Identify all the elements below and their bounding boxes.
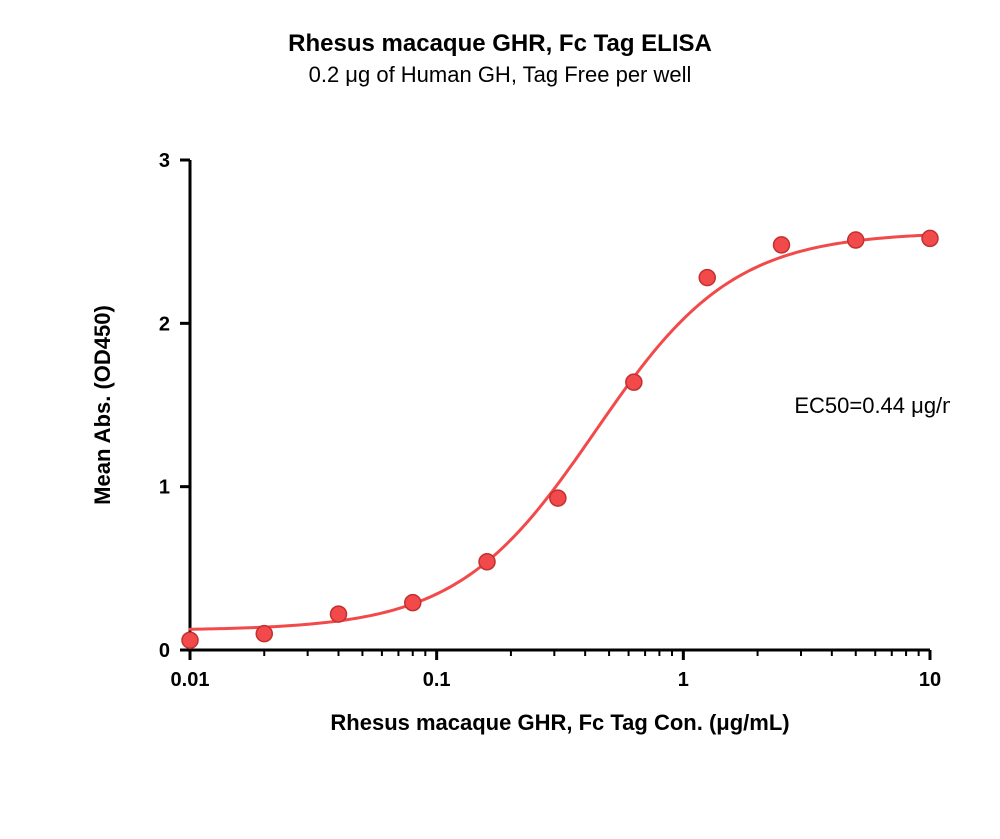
data-point (550, 490, 566, 506)
y-tick-label: 2 (159, 313, 170, 335)
data-point (331, 606, 347, 622)
y-tick-label: 0 (159, 640, 170, 662)
x-axis-label: Rhesus macaque GHR, Fc Tag Con. (μg/mL) (330, 710, 789, 735)
data-point (256, 626, 272, 642)
y-tick-label: 3 (159, 150, 170, 172)
ec50-annotation: EC50=0.44 μg/mL (794, 393, 950, 418)
data-point (405, 595, 421, 611)
data-point (699, 270, 715, 286)
y-tick-label: 1 (159, 477, 170, 499)
x-tick-label: 0.01 (171, 669, 210, 691)
y-axis-label: Mean Abs. (OD450) (90, 305, 115, 505)
data-point (182, 632, 198, 648)
data-point (626, 374, 642, 390)
data-point (922, 230, 938, 246)
data-point (848, 232, 864, 248)
x-tick-label: 1 (678, 669, 689, 691)
data-point (479, 554, 495, 570)
x-tick-label: 10 (919, 669, 941, 691)
fit-curve (190, 235, 930, 629)
plot-svg: 0 1 2 3 0.01 0.1 1 10 Rhesus macaque GHR, Fc Tag… (50, 30, 950, 750)
elisa-chart: Rhesus macaque GHR, Fc Tag ELISA 0.2 μg … (50, 30, 950, 810)
x-tick-label: 0.1 (423, 669, 451, 691)
data-point (773, 237, 789, 253)
